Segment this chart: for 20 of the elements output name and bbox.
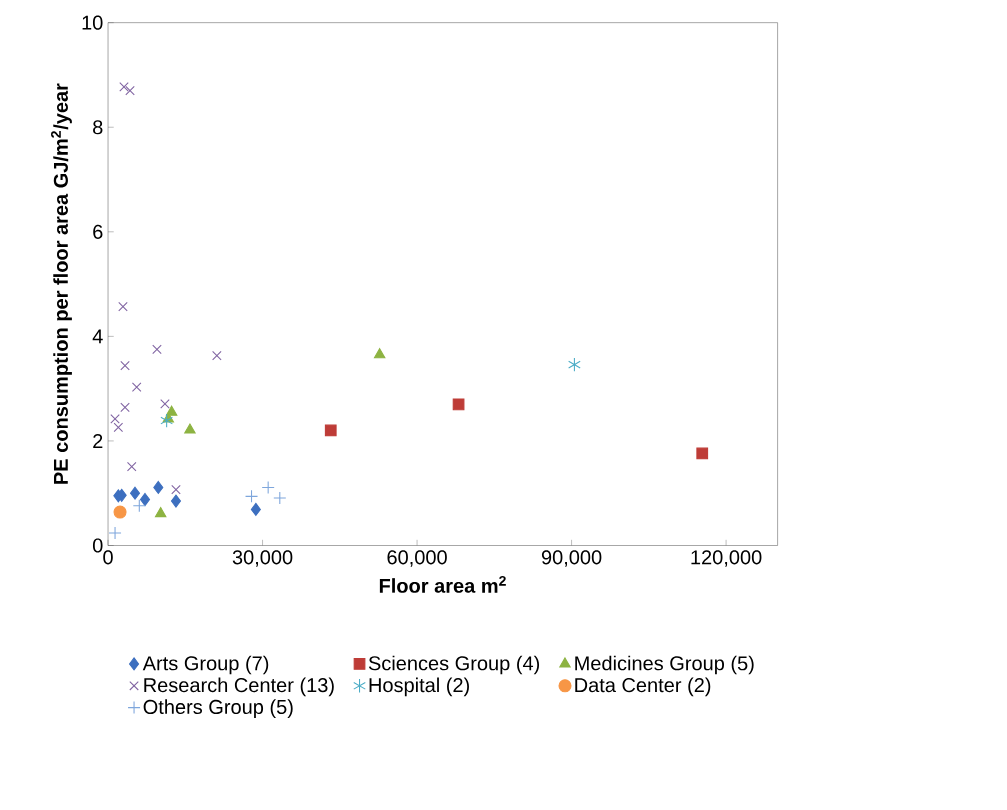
legend-label: Arts Group (7) [142, 655, 269, 675]
x-tick-label: 30,000 [232, 550, 293, 567]
legend-label: Others Group (5) [143, 699, 293, 719]
y-tick-label: 2 [93, 434, 103, 449]
legend-label: Sciences Group (4) [368, 655, 540, 675]
y-tick-label: 6 [93, 224, 103, 240]
y-tick-label: 0 [92, 538, 103, 553]
y-tick-label: 4 [92, 329, 103, 344]
x-tick-label: 0 [103, 550, 113, 565]
y-tick-label: 8 [93, 120, 103, 135]
x-tick-label: 90,000 [541, 550, 602, 567]
y-axis-title: PE consumption per floor area GJ/m$^{2}$/year [51, 83, 72, 484]
legend-label: Hospital (2) [369, 677, 469, 697]
x-axis-title: Floor area m$^{2}$ [379, 576, 506, 594]
legend-label: Medicines Group (5) [575, 655, 754, 675]
legend-label: Data Center (2) [575, 677, 711, 697]
x-tick-label: 60,000 [387, 550, 447, 567]
y-tick-label: 10 [82, 15, 103, 30]
x-tick-label: 120,000 [691, 550, 762, 567]
legend-label: Research Center (13) [144, 677, 334, 697]
